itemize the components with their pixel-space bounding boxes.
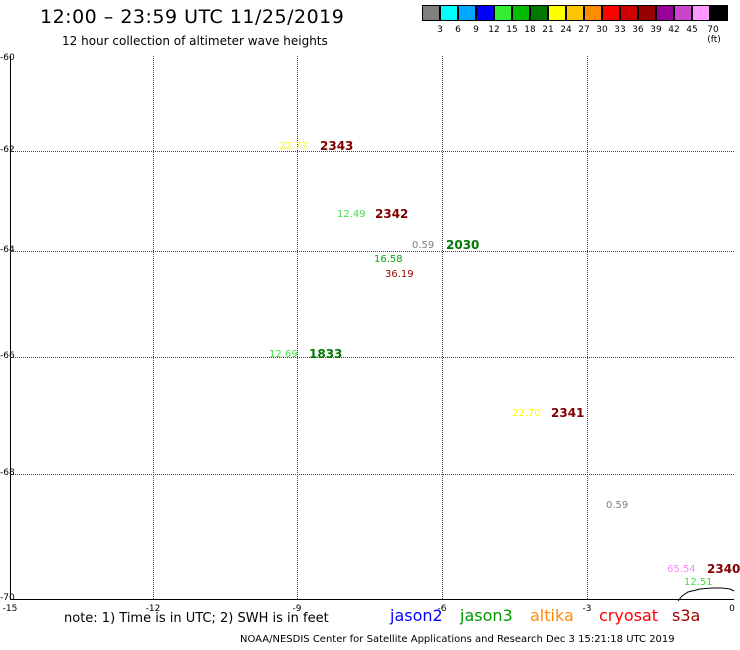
meridian-line bbox=[442, 56, 443, 599]
pass-number: 1833 bbox=[309, 347, 343, 361]
satellite-label: jason2 bbox=[390, 606, 443, 625]
longitude-label: -15 bbox=[2, 604, 18, 614]
latitude-label: -64 bbox=[0, 245, 15, 255]
legend-tick: 18 bbox=[524, 25, 536, 35]
legend-swatch bbox=[440, 5, 458, 21]
pass-number: 2341 bbox=[551, 406, 585, 420]
map-subtitle: 12 hour collection of altimeter wave hei… bbox=[62, 34, 328, 48]
legend-swatch bbox=[422, 5, 440, 21]
legend-tick: 39 bbox=[650, 25, 662, 35]
latitude-label: -68 bbox=[0, 468, 15, 478]
parallel-line bbox=[10, 357, 734, 358]
credit-line: NOAA/NESDIS Center for Satellite Applica… bbox=[240, 634, 675, 645]
satellite-label: jason3 bbox=[460, 606, 513, 625]
legend-swatch bbox=[674, 5, 692, 21]
pass-number: 2340 bbox=[707, 562, 740, 576]
legend-swatch bbox=[458, 5, 476, 21]
satellite-label: s3a bbox=[672, 606, 701, 625]
legend-swatch bbox=[692, 5, 710, 21]
wave-height-value: 22.70 bbox=[512, 408, 541, 419]
wave-height-value: 65.54 bbox=[667, 564, 696, 575]
units-note: note: 1) Time is in UTC; 2) SWH is in fe… bbox=[64, 611, 329, 626]
legend-swatch bbox=[566, 5, 584, 21]
meridian-line bbox=[297, 56, 298, 599]
legend-swatch bbox=[494, 5, 512, 21]
legend-tick: 27 bbox=[578, 25, 590, 35]
legend-tick: 70 (ft) bbox=[707, 25, 721, 45]
latitude-label: -70 bbox=[0, 593, 15, 603]
legend-swatch bbox=[584, 5, 602, 21]
wave-height-value: 12.51 bbox=[684, 577, 713, 588]
legend-swatch bbox=[548, 5, 566, 21]
longitude-label: 0 bbox=[729, 604, 735, 614]
satellite-label: altika bbox=[530, 606, 574, 625]
meridian-line bbox=[153, 56, 154, 599]
wave-height-value: 16.58 bbox=[374, 254, 403, 265]
legend-tick: 6 bbox=[455, 25, 461, 35]
pass-number: 2030 bbox=[446, 238, 480, 252]
wave-height-value: 12.49 bbox=[337, 209, 366, 220]
parallel-line bbox=[10, 251, 734, 252]
legend-tick: 9 bbox=[473, 25, 479, 35]
legend-tick: 45 bbox=[686, 25, 698, 35]
pass-number: 2343 bbox=[320, 139, 354, 153]
legend-tick: 21 bbox=[542, 25, 554, 35]
longitude-label: -9 bbox=[292, 604, 302, 614]
parallel-line bbox=[10, 151, 734, 152]
legend-tick: 24 bbox=[560, 25, 572, 35]
legend-tick: 42 bbox=[668, 25, 680, 35]
longitude-label: -12 bbox=[145, 604, 161, 614]
pass-number: 2342 bbox=[375, 207, 409, 221]
map-bottom-border bbox=[10, 599, 734, 600]
wave-height-value: 12.69 bbox=[269, 349, 298, 360]
legend-tick: 3 bbox=[437, 25, 443, 35]
legend-swatch bbox=[638, 5, 656, 21]
legend-swatch bbox=[476, 5, 494, 21]
map-left-border bbox=[10, 56, 11, 600]
legend-swatch bbox=[602, 5, 620, 21]
longitude-label: -3 bbox=[582, 604, 592, 614]
wave-height-value: 0.59 bbox=[412, 240, 435, 251]
longitude-label: -6 bbox=[437, 604, 447, 614]
legend-tick: 33 bbox=[614, 25, 626, 35]
legend-swatch bbox=[620, 5, 638, 21]
satellite-label: cryosat bbox=[599, 606, 659, 625]
map-title: 12:00 – 23:59 UTC 11/25/2019 bbox=[40, 6, 345, 28]
legend-swatch bbox=[512, 5, 530, 21]
legend-swatch bbox=[656, 5, 674, 21]
legend-tick: 15 bbox=[506, 25, 518, 35]
wave-height-value: 0.59 bbox=[606, 500, 629, 511]
wave-height-value: 36.19 bbox=[385, 269, 414, 280]
legend-swatch bbox=[710, 5, 728, 21]
latitude-label: -62 bbox=[0, 145, 15, 155]
latitude-label: -66 bbox=[0, 351, 15, 361]
meridian-line bbox=[587, 56, 588, 599]
legend-tick: 30 bbox=[596, 25, 608, 35]
latitude-label: -60 bbox=[0, 53, 15, 63]
wave-height-value: 22.77 bbox=[279, 141, 308, 152]
legend-tick: 12 bbox=[488, 25, 500, 35]
legend-swatch bbox=[530, 5, 548, 21]
legend-tick: 36 bbox=[632, 25, 644, 35]
parallel-line bbox=[10, 474, 734, 475]
